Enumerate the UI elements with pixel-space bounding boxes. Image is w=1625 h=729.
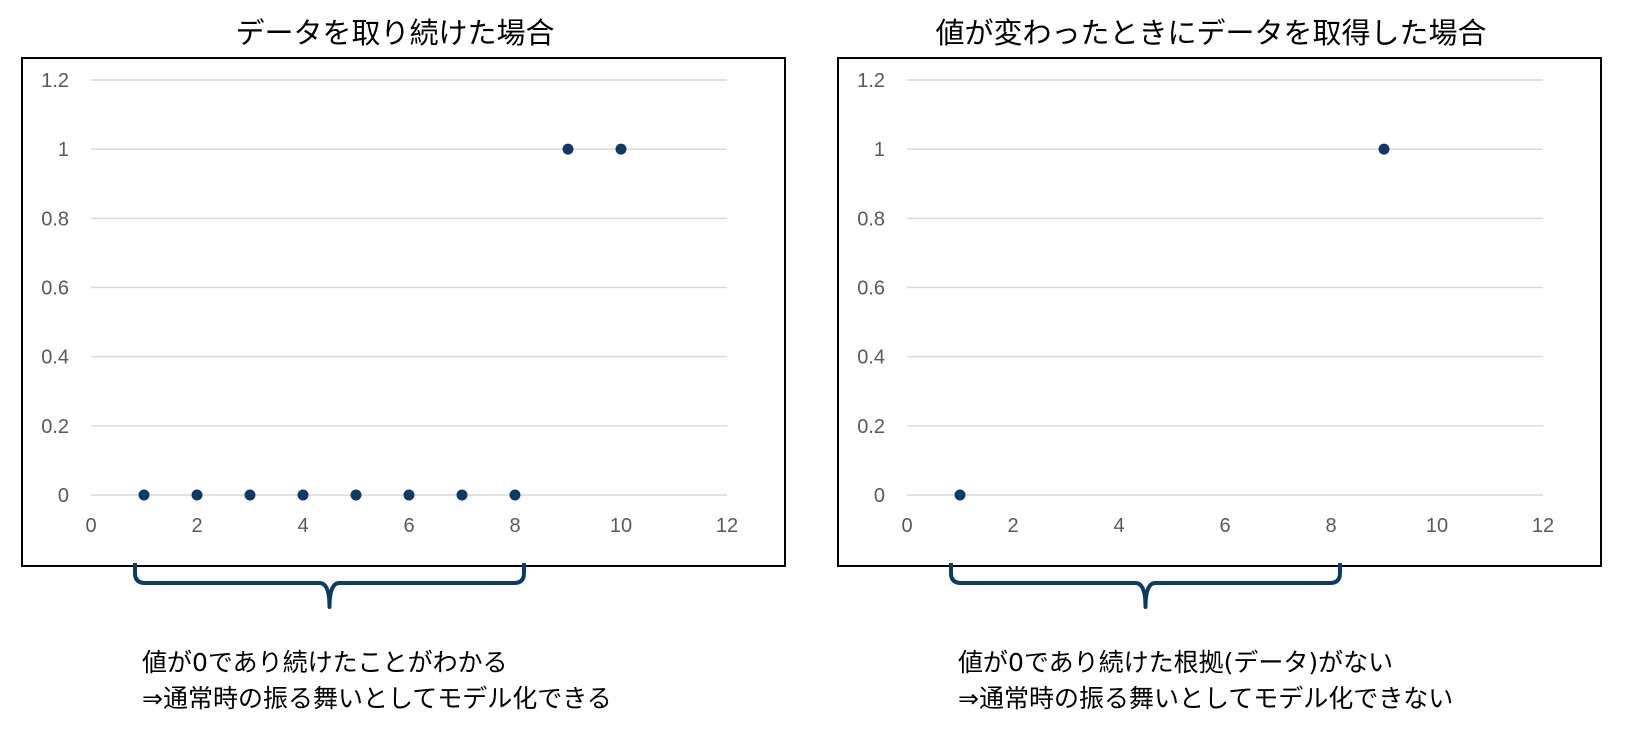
data-point [191, 489, 203, 501]
y-tick-label: 0 [58, 485, 69, 507]
annotation-note: 値が0であり続けたことがわかる ⇒通常時の振る舞いとしてモデル化できる [142, 645, 612, 717]
data-point [615, 143, 627, 155]
chart-title: データを取り続けた場合 [235, 16, 555, 50]
x-tick-label: 2 [1007, 515, 1018, 537]
y-tick-label: 0 [874, 485, 885, 507]
data-point [1378, 143, 1390, 155]
x-tick-label: 8 [1325, 515, 1336, 537]
chart-frame: 0 0.2 0.4 0.6 0.8 1 1.2 0 2 4 6 8 10 12 [837, 57, 1602, 567]
annotation-line-2: ⇒通常時の振る舞いとしてモデル化できる [142, 684, 612, 713]
y-tick-label: 1.2 [857, 70, 885, 92]
data-point [403, 489, 415, 501]
x-tick-label: 6 [403, 515, 414, 537]
annotation-line-1: 値が0であり続けた根拠(データ)がない [958, 648, 1394, 677]
annotation-line-1: 値が0であり続けたことがわかる [142, 648, 508, 677]
scatter-chart: 0 0.2 0.4 0.6 0.8 1 1.2 0 2 4 6 8 10 12 [857, 70, 1554, 537]
x-tick-label: 4 [297, 515, 308, 537]
curly-brace [949, 563, 1342, 609]
chart-title: 値が変わったときにデータを取得した場合 [935, 16, 1487, 50]
y-tick-label: 0.6 [857, 278, 885, 300]
data-point [954, 489, 966, 501]
x-tick-label: 12 [716, 515, 738, 537]
y-tick-label: 0.2 [857, 416, 885, 438]
y-tick-label: 0.6 [41, 278, 69, 300]
chart-panel-right: 値が変わったときにデータを取得した場合 0 0.2 0.4 0.6 0.8 1 1.2 0 2 4… [816, 0, 1606, 729]
x-tick-label: 2 [191, 515, 202, 537]
chart-panel-left: データを取り続けた場合 0 0.2 0.4 0.6 0.8 1 1.2 0 2 4 6 8 10 12 値… [0, 0, 790, 729]
y-tick-label: 1.2 [41, 70, 69, 92]
data-point [138, 489, 150, 501]
data-point [509, 489, 521, 501]
data-point [456, 489, 468, 501]
y-tick-label: 0.4 [41, 347, 69, 369]
y-tick-label: 1 [58, 139, 69, 161]
y-tick-label: 0.2 [41, 416, 69, 438]
data-point [562, 143, 574, 155]
data-point [350, 489, 362, 501]
curly-brace [133, 563, 526, 609]
x-tick-label: 10 [610, 515, 632, 537]
annotation-line-2: ⇒通常時の振る舞いとしてモデル化できない [958, 684, 1454, 713]
x-tick-label: 6 [1219, 515, 1230, 537]
x-tick-label: 0 [85, 515, 96, 537]
y-tick-label: 1 [874, 139, 885, 161]
x-tick-label: 4 [1113, 515, 1124, 537]
x-tick-label: 8 [509, 515, 520, 537]
x-tick-label: 12 [1532, 515, 1554, 537]
x-tick-label: 10 [1426, 515, 1448, 537]
y-tick-label: 0.4 [857, 347, 885, 369]
y-tick-label: 0.8 [41, 208, 69, 230]
data-point [244, 489, 256, 501]
x-tick-label: 0 [901, 515, 912, 537]
brace-annotation [133, 563, 526, 609]
data-point [297, 489, 309, 501]
chart-frame: 0 0.2 0.4 0.6 0.8 1 1.2 0 2 4 6 8 10 12 [21, 57, 786, 567]
scatter-chart: 0 0.2 0.4 0.6 0.8 1 1.2 0 2 4 6 8 10 12 [41, 70, 738, 537]
annotation-note: 値が0であり続けた根拠(データ)がない ⇒通常時の振る舞いとしてモデル化できない [958, 645, 1453, 717]
y-tick-label: 0.8 [857, 208, 885, 230]
brace-annotation [949, 563, 1342, 609]
